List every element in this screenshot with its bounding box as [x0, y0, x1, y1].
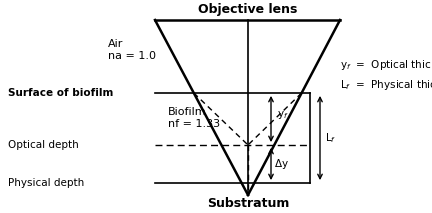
- Text: L$_f$  =  Physical thickness: L$_f$ = Physical thickness: [340, 78, 432, 92]
- Text: $\Delta$y: $\Delta$y: [274, 157, 289, 171]
- Text: L$_f$: L$_f$: [325, 131, 337, 145]
- Text: y$_f$  =  Optical thickness: y$_f$ = Optical thickness: [340, 58, 432, 72]
- Text: Air
na = 1.0: Air na = 1.0: [108, 39, 156, 61]
- Text: Biofilm
nf = 1.33: Biofilm nf = 1.33: [168, 107, 220, 129]
- Text: y$_f$: y$_f$: [277, 109, 289, 121]
- Text: Optical depth: Optical depth: [8, 140, 79, 150]
- Text: Surface of biofilm: Surface of biofilm: [8, 88, 113, 98]
- Text: Substratum: Substratum: [207, 197, 289, 210]
- Text: Physical depth: Physical depth: [8, 178, 84, 188]
- Text: Objective lens: Objective lens: [198, 3, 298, 16]
